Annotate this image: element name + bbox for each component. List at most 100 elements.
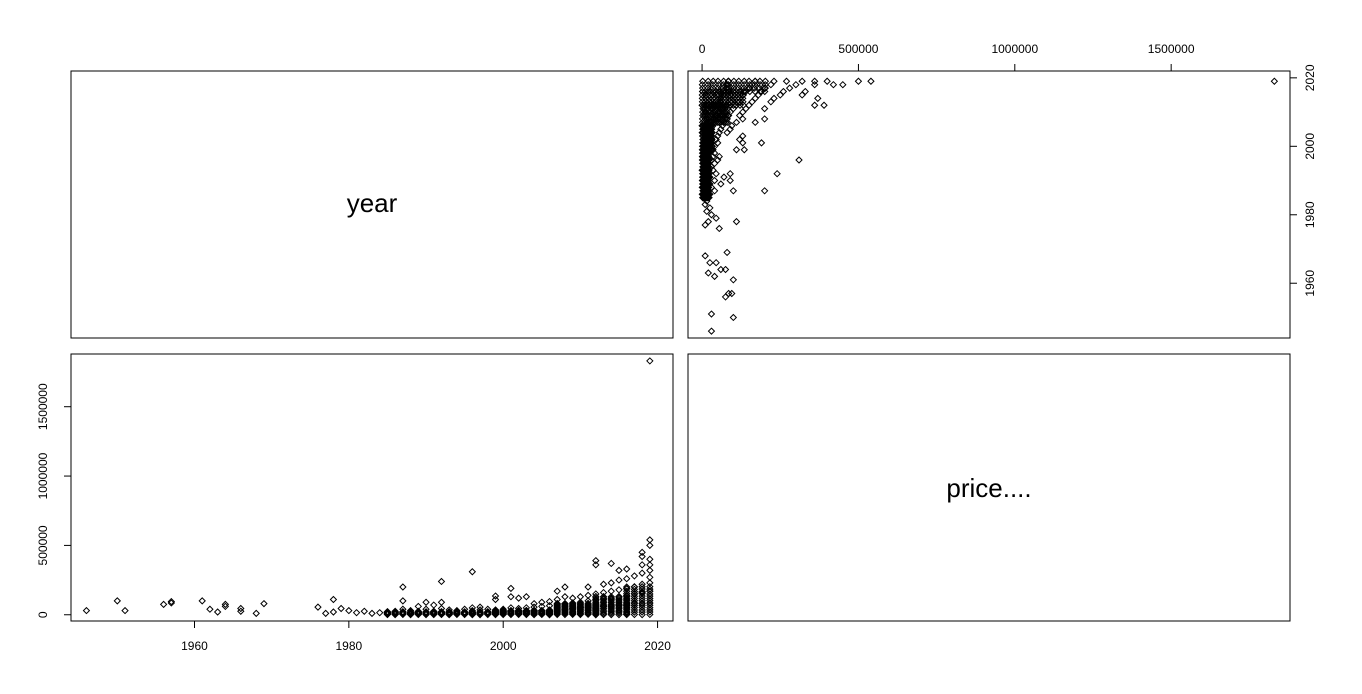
points-year-vs-price: [698, 77, 1279, 335]
data-point: [576, 599, 585, 608]
data-point: [360, 607, 368, 615]
bottom-axis-tick-label: 2000: [490, 639, 517, 653]
data-point: [553, 600, 561, 608]
data-point: [592, 556, 600, 565]
data-point: [615, 592, 623, 601]
data-point: [739, 98, 747, 106]
data-point: [592, 592, 600, 601]
top-axis-tick-label: 0: [699, 42, 706, 56]
data-point: [638, 548, 646, 557]
data-point: [719, 84, 727, 92]
data-point: [712, 258, 720, 267]
data-point: [321, 609, 330, 618]
data-point: [468, 568, 477, 576]
data-point: [522, 593, 531, 601]
data-point: [345, 606, 353, 615]
data-point: [839, 80, 847, 89]
data-point: [584, 591, 592, 600]
data-point: [576, 593, 585, 601]
data-point: [795, 156, 803, 164]
data-point: [252, 609, 260, 618]
data-point: [329, 595, 338, 604]
data-point: [709, 77, 717, 85]
data-point: [568, 600, 577, 608]
data-point: [792, 80, 800, 89]
data-point: [708, 80, 717, 89]
data-point: [630, 582, 639, 591]
data-point: [576, 600, 585, 609]
data-point: [801, 87, 809, 96]
data-point: [746, 87, 754, 96]
data-point: [422, 608, 430, 616]
left-axis-tick-label: 500000: [36, 525, 50, 565]
data-point: [698, 98, 707, 106]
data-point: [707, 310, 716, 318]
bottom-year-axis: 1960 1980 2000 2020: [181, 620, 671, 653]
data-point: [414, 608, 423, 616]
data-point: [750, 80, 759, 89]
data-point: [538, 606, 546, 615]
data-point: [422, 598, 430, 606]
data-point: [584, 583, 592, 591]
data-point: [1270, 77, 1279, 85]
bottom-axis-tick-label: 2020: [644, 639, 671, 653]
data-point: [719, 80, 727, 89]
data-point: [706, 204, 714, 212]
panel-price-diagonal: [687, 353, 1291, 622]
data-point: [745, 77, 753, 85]
data-point: [770, 77, 778, 85]
data-point: [721, 265, 730, 274]
data-point: [615, 566, 623, 575]
right-axis-tick-label: 1960: [1303, 270, 1317, 297]
data-point: [476, 608, 484, 616]
data-point: [460, 605, 469, 613]
data-point: [561, 600, 569, 609]
data-point: [622, 583, 631, 591]
diagonal-label-year: year: [347, 188, 398, 218]
data-point: [823, 77, 831, 85]
points-price-vs-year: [82, 357, 654, 619]
right-axis-tick-label: 2020: [1303, 64, 1317, 91]
top-axis-tick-label: 1500000: [1148, 42, 1195, 56]
data-point: [622, 565, 631, 573]
data-point: [740, 84, 748, 92]
data-point: [760, 115, 769, 123]
left-axis-tick-label: 1500000: [36, 383, 50, 430]
data-point: [740, 146, 748, 154]
data-point: [399, 605, 407, 613]
data-point: [445, 607, 453, 616]
data-point: [206, 605, 214, 613]
data-point: [699, 77, 707, 85]
data-point: [592, 597, 600, 605]
data-point: [712, 214, 720, 222]
bottom-axis-tick-label: 1960: [181, 639, 208, 653]
data-point: [740, 80, 748, 89]
data-point: [730, 77, 738, 85]
data-point: [760, 104, 769, 113]
diagonal-label-price: price....: [946, 473, 1031, 503]
data-point: [646, 555, 654, 563]
data-point: [391, 608, 399, 616]
data-point: [607, 579, 615, 587]
data-point: [538, 598, 546, 606]
data-point: [704, 77, 712, 85]
data-point: [329, 608, 338, 616]
data-point: [499, 606, 507, 614]
data-point: [707, 211, 716, 219]
data-point: [732, 217, 741, 226]
data-point: [717, 180, 725, 188]
data-point: [406, 608, 415, 616]
data-point: [561, 593, 569, 601]
data-point: [820, 101, 828, 109]
right-axis-tick-label: 2000: [1303, 133, 1317, 160]
data-point: [638, 583, 646, 591]
data-point: [760, 187, 769, 195]
data-point: [638, 569, 646, 577]
data-point: [729, 187, 738, 195]
data-point: [599, 580, 608, 588]
data-point: [740, 87, 749, 96]
data-point: [726, 176, 734, 185]
data-point: [646, 357, 654, 365]
data-point: [698, 87, 707, 96]
panel-year-diagonal: [70, 70, 674, 339]
